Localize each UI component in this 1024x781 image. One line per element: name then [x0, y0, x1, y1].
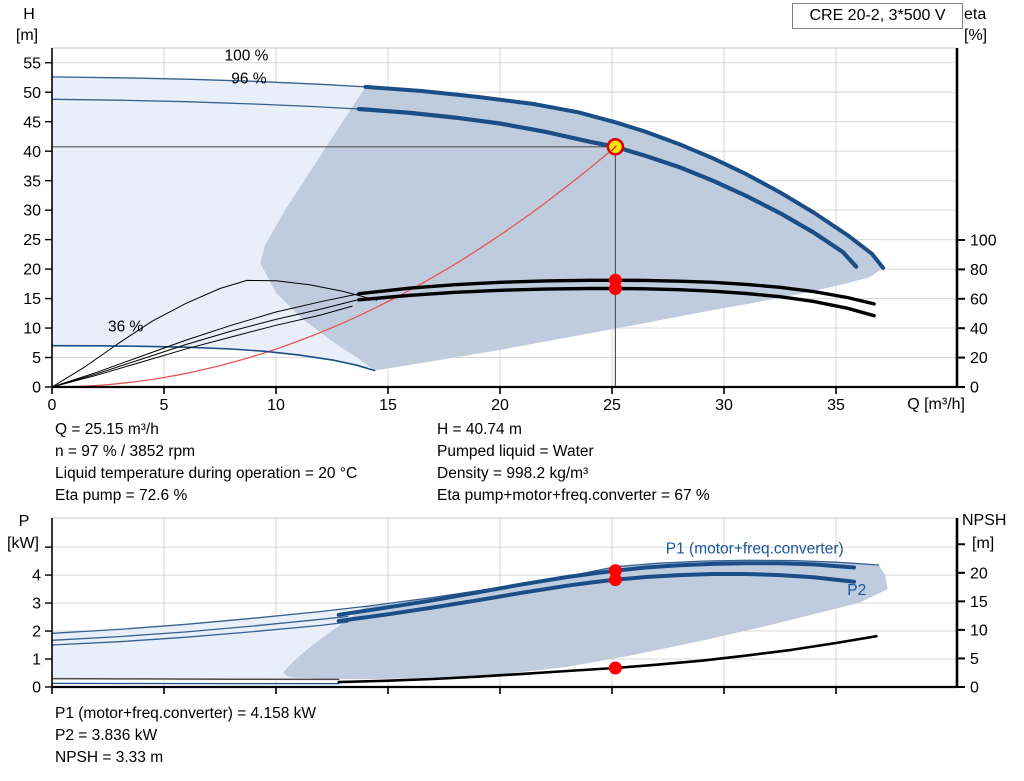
info-p1: P1 (motor+freq.converter) = 4.158 kW — [55, 705, 317, 722]
x-tick-label: 10 — [267, 397, 285, 414]
pump-title-box: CRE 20-2, 3*500 V — [792, 3, 963, 29]
op-needle — [610, 145, 617, 152]
npsh-dot — [608, 661, 622, 675]
y-right-tick-label: 0 — [970, 680, 979, 697]
y-left-tick-label: 0 — [32, 680, 41, 697]
x-tick-label: 35 — [827, 397, 845, 414]
x-tick-label: 0 — [48, 397, 57, 414]
power-info-block: P1 (motor+freq.converter) = 4.158 kW P2 … — [55, 703, 316, 769]
curve-label: P2 — [847, 582, 866, 599]
min-speed-curve-36pct — [51, 344, 376, 372]
info-speed: n = 97 % / 3852 rpm — [55, 443, 196, 460]
eta-total-dot — [608, 282, 622, 296]
y-left-tick-label: 10 — [23, 321, 41, 338]
speed-curve-96pct-thin — [51, 98, 360, 110]
curve-label: 36 % — [108, 319, 144, 336]
info-p2: P2 = 3.836 kW — [55, 727, 158, 744]
y-right-tick-label: 10 — [970, 623, 988, 640]
y-left-tick-label: 55 — [23, 55, 41, 72]
x-tick-label: 15 — [379, 397, 397, 414]
duty-info-left: Q = 25.15 m³/h n = 97 % / 3852 rpm Liqui… — [55, 419, 357, 507]
npsh-axis-unit: [m] — [972, 535, 995, 552]
y-left-tick-label: 3 — [32, 596, 41, 613]
y-left-tick-label: 2 — [32, 624, 41, 641]
y-left-tick-label: 50 — [23, 85, 41, 102]
y-right-tick-label: 100 — [970, 233, 997, 250]
duty-info-right: H = 40.74 m Pumped liquid = Water Densit… — [437, 419, 710, 507]
eta-total-curve — [357, 286, 876, 318]
h-axis-label: H — [23, 6, 35, 23]
info-density: Density = 998.2 kg/m³ — [437, 465, 589, 482]
chart-1: 0 1 2 3 4 0 5 10 15 20 P1 (motor+freq.converter) P2 — [32, 517, 988, 697]
y-right-tick-label: 40 — [970, 321, 988, 338]
power-envelope-dark — [282, 560, 888, 680]
info-npsh: NPSH = 3.33 m — [55, 749, 164, 766]
y-left-tick-label: 35 — [23, 173, 41, 190]
operating-envelope-dark — [260, 86, 884, 371]
info-eta-total: Eta pump+motor+freq.converter = 67 % — [437, 487, 710, 504]
eta-thin-curve-1 — [51, 293, 360, 388]
operating-envelope-light — [52, 76, 884, 371]
power-envelope-light — [52, 560, 888, 680]
eta-curve-36pct-arc — [51, 279, 378, 388]
info-eta-pump: Eta pump = 72.6 % — [55, 487, 188, 504]
eta-pump-curve — [357, 278, 876, 306]
info-q: Q = 25.15 m³/h — [55, 421, 159, 438]
q-axis-title: Q [m³/h] — [907, 396, 965, 413]
info-head: H = 40.74 m — [437, 421, 522, 438]
eta-axis-label: eta — [964, 6, 987, 23]
y-left-tick-label: 25 — [23, 232, 41, 249]
y-right-tick-label: 60 — [970, 291, 988, 308]
speed-curve-100pct-thin — [51, 76, 367, 88]
y-right-tick-label: 0 — [970, 380, 979, 397]
duty-curve-97pct-thick — [356, 106, 859, 269]
info-liquid-temp: Liquid temperature during operation = 20… — [55, 465, 358, 482]
eta-axis-unit: [%] — [964, 27, 988, 44]
curve-label: 96 % — [231, 70, 267, 87]
h-axis-unit: [m] — [15, 27, 39, 44]
p2-100pct-thin — [51, 621, 349, 646]
x-tick-label: 30 — [715, 397, 733, 414]
y-left-tick-label: 1 — [32, 652, 41, 669]
low-power-gray-line — [51, 677, 340, 681]
x-tick-label: 5 — [160, 397, 169, 414]
y-right-tick-label: 5 — [970, 651, 979, 668]
p-axis-label: P — [18, 513, 30, 530]
y-left-tick-label: 15 — [23, 291, 41, 308]
y-left-tick-label: 0 — [32, 380, 41, 397]
system-curve — [51, 146, 616, 388]
y-right-tick-label: 20 — [970, 565, 988, 582]
p2-dot — [608, 573, 622, 587]
info-pumped-liquid: Pumped liquid = Water — [437, 443, 594, 460]
npsh-axis-label: NPSH — [962, 512, 1007, 529]
speed-curve-100pct-thick — [363, 84, 886, 270]
y-right-tick-label: 20 — [970, 350, 988, 367]
x-tick-label: 25 — [603, 397, 621, 414]
pump-title: CRE 20-2, 3*500 V — [809, 7, 946, 24]
chart-0: 0 5 10 15 20 25 30 35 0 5 10 15 20 25 30 35 40 45 50 55 0 20 4… — [23, 47, 997, 414]
y-left-tick-label: 45 — [23, 114, 41, 131]
x-tick-label: 20 — [491, 397, 509, 414]
y-right-tick-label: 15 — [970, 594, 988, 611]
eta-thin-curve-2 — [51, 299, 360, 388]
p-axis-unit: [kW] — [7, 535, 39, 552]
y-left-tick-label: 40 — [23, 144, 41, 161]
curve-label: P1 (motor+freq.converter) — [666, 540, 844, 557]
y-right-tick-label: 80 — [970, 262, 988, 279]
curve-label: 100 % — [224, 47, 268, 64]
p1-dot — [608, 564, 622, 578]
y-left-tick-label: 5 — [32, 350, 41, 367]
eta-thin-curve-3 — [51, 305, 353, 388]
p1-96pct-thin — [51, 615, 349, 641]
y-left-tick-label: 30 — [23, 203, 41, 220]
y-left-tick-label: 20 — [23, 262, 41, 279]
y-left-tick-label: 4 — [32, 568, 41, 585]
